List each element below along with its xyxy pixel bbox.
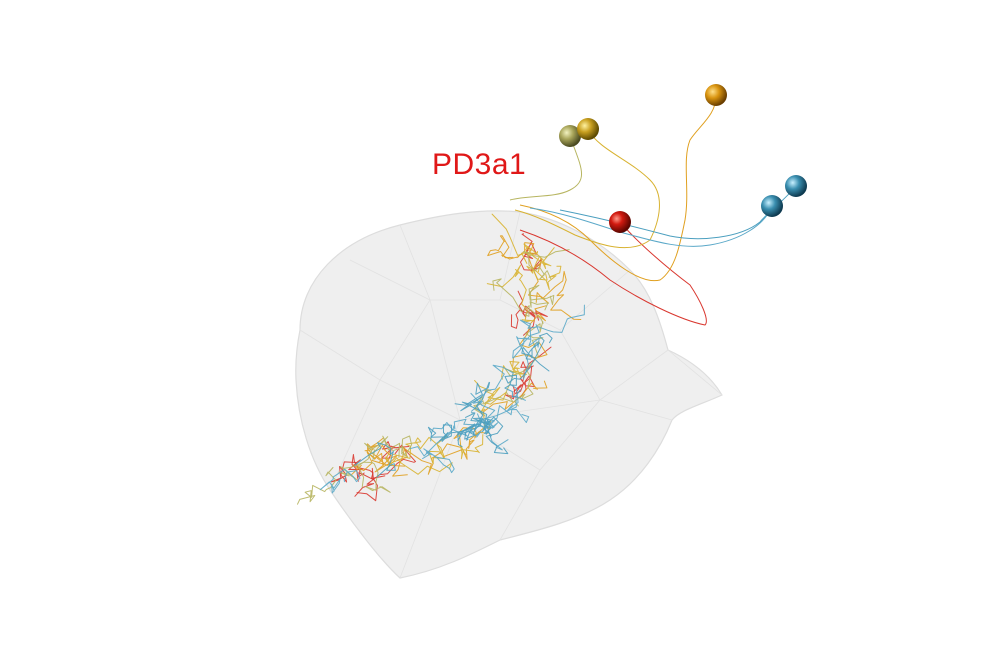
neurite-cyan-2 <box>354 442 396 478</box>
neurite-orange <box>512 305 548 367</box>
fiber-cyan-1 <box>529 205 773 247</box>
soma-orange <box>705 84 727 106</box>
neuropil-mesh <box>295 210 723 579</box>
neurite-gold <box>523 243 555 273</box>
neuron-type-label: PD3a1 <box>432 148 527 181</box>
soma-red <box>609 211 631 233</box>
neurite-cyan-1 <box>319 468 361 494</box>
soma-cyan-2 <box>785 175 807 197</box>
neurite-gold <box>459 434 484 460</box>
neurite-orange <box>535 270 582 320</box>
neurite-cyan-2 <box>456 423 492 448</box>
neurite-olive <box>357 436 389 488</box>
neurite-olive <box>522 249 570 280</box>
fiber-olive <box>509 135 583 201</box>
fiber-cyan-2 <box>559 185 797 240</box>
neurite-cyan-1 <box>422 448 455 474</box>
soma-gold <box>577 118 599 140</box>
neurite-orange <box>364 443 398 466</box>
neurite-orange <box>351 444 406 475</box>
neurite-orange <box>442 380 548 460</box>
neurite-gold <box>385 456 453 475</box>
neurite-cyan-2 <box>454 381 491 436</box>
neurite-red <box>330 459 386 483</box>
neurite-cyan-2 <box>427 423 476 442</box>
neurite-cyan-1 <box>512 324 540 380</box>
neurite-cyan-2 <box>504 332 553 398</box>
neurite-olive <box>492 278 544 324</box>
neurite-red <box>354 444 416 497</box>
neurite-cyan-1 <box>519 304 585 348</box>
neurite-cyan-1 <box>477 405 530 427</box>
neurite-gold <box>491 213 538 264</box>
neurite-orange <box>487 235 514 259</box>
neurite-olive <box>528 284 555 311</box>
fiber-orange <box>519 95 717 282</box>
neurite-cyan-2 <box>521 342 550 372</box>
neurite-gold <box>526 265 562 290</box>
neurite-gold <box>486 264 535 323</box>
soma-cyan-1 <box>761 195 783 217</box>
neurite-olive <box>338 461 391 493</box>
neurite-arbors <box>297 213 585 505</box>
somata <box>559 84 807 233</box>
neurite-olive <box>297 467 337 505</box>
soma-olive <box>559 125 581 147</box>
